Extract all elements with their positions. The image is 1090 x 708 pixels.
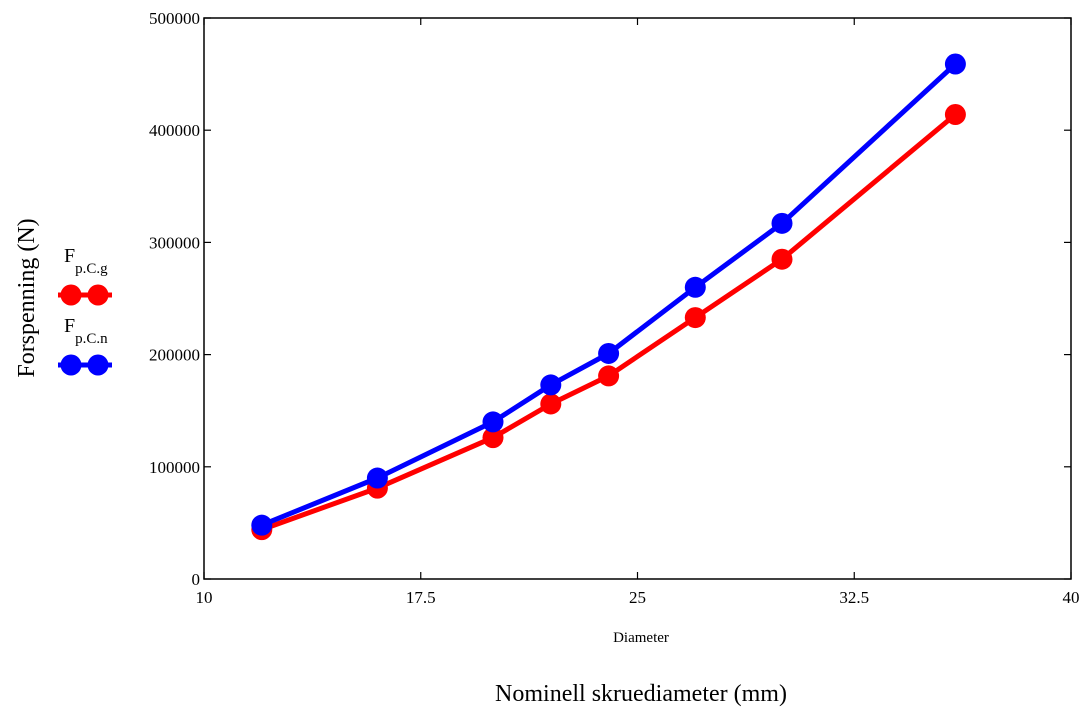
data-point [366, 467, 388, 489]
y-tick-label: 0 [192, 570, 201, 589]
data-point [598, 365, 620, 387]
x-tick-label: 17.5 [406, 588, 436, 607]
data-point [944, 103, 966, 125]
x-axis-ticks: 10 17.5 25 32.5 40 [196, 18, 1080, 607]
legend-item: Fp.C.g [58, 245, 112, 306]
y-tick-label: 200000 [149, 346, 200, 365]
data-point [771, 212, 793, 234]
data-point [251, 514, 273, 536]
data-point [684, 276, 706, 298]
data-point [598, 342, 620, 364]
y-axis-label: Forspenning (N) [14, 218, 40, 377]
x-tick-label: 32.5 [839, 588, 869, 607]
series-line [260, 112, 958, 532]
legend-label: Fp.C.n [64, 315, 108, 347]
x-tick-label: 10 [196, 588, 213, 607]
y-tick-label: 500000 [149, 9, 200, 28]
legend-swatch-marker [60, 284, 82, 306]
data-point [684, 307, 706, 329]
legend-swatch-marker [87, 354, 109, 376]
data-point [540, 393, 562, 415]
series-layer [251, 53, 966, 541]
y-tick-label: 100000 [149, 458, 200, 477]
legend-swatch-marker [87, 284, 109, 306]
data-point [482, 411, 504, 433]
series-p-C-g [251, 103, 966, 541]
legend: Fp.C.gFp.C.n [58, 245, 112, 376]
legend-label-sub: p.C.g [75, 261, 108, 277]
data-point [944, 53, 966, 75]
x-axis-label: Diameter [613, 630, 669, 646]
data-point [482, 427, 504, 449]
legend-label: Fp.C.g [64, 245, 108, 277]
x-tick-label: 40 [1063, 588, 1080, 607]
legend-swatch-marker [60, 354, 82, 376]
data-point [540, 374, 562, 396]
series-line [260, 62, 958, 528]
x-tick-label: 25 [629, 588, 646, 607]
legend-item: Fp.C.n [58, 315, 112, 376]
data-point [771, 248, 793, 270]
y-tick-label: 300000 [149, 233, 200, 252]
series-p-C-n [251, 53, 966, 536]
legend-label-main: F [64, 315, 75, 337]
y-tick-label: 400000 [149, 121, 200, 140]
legend-label-sub: p.C.n [75, 331, 108, 347]
legend-label-main: F [64, 245, 75, 267]
y-axis-ticks: 0 100000 200000 300000 400000 500000 [149, 9, 1071, 589]
footer-axis-label: Nominell skruediameter (mm) [495, 681, 787, 707]
